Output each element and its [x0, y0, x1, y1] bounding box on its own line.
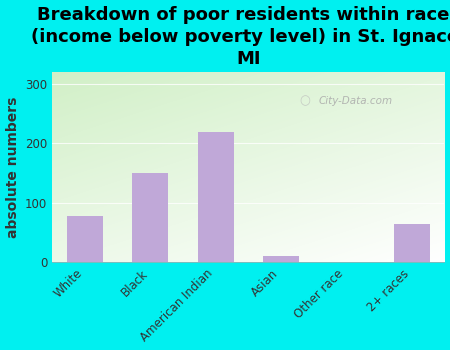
Bar	[263, 256, 299, 262]
Bar	[132, 173, 168, 262]
Bar	[67, 216, 103, 262]
Text: ○: ○	[299, 94, 310, 107]
Title: Breakdown of poor residents within races
(income below poverty level) in St. Ign: Breakdown of poor residents within races…	[31, 6, 450, 68]
Text: City-Data.com: City-Data.com	[319, 96, 393, 106]
Bar	[394, 224, 430, 262]
Bar	[198, 132, 234, 262]
Y-axis label: absolute numbers: absolute numbers	[5, 97, 19, 238]
